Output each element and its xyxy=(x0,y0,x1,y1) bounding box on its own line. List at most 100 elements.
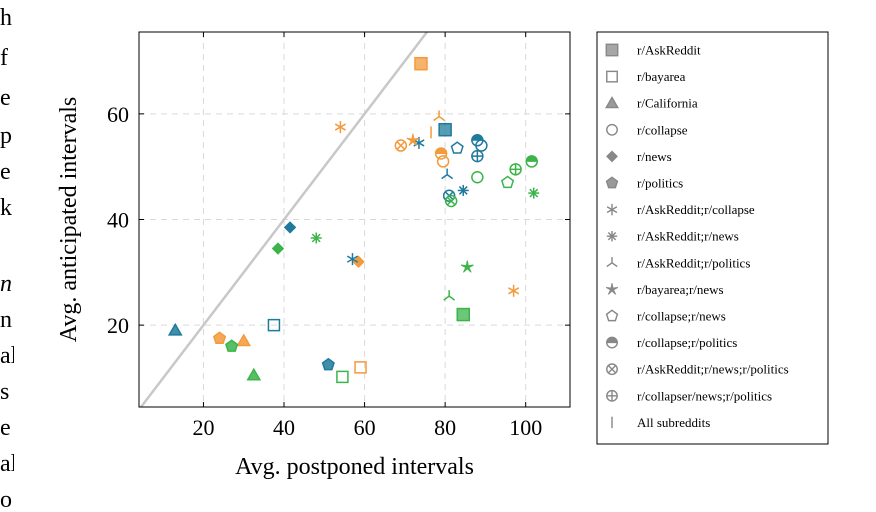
legend-entry: r/news xyxy=(606,149,672,164)
legend-label: r/collapse;r/politics xyxy=(637,335,737,350)
legend-label: r/news xyxy=(637,149,672,164)
legend-marker xyxy=(606,363,618,376)
x-axis-label: Avg. postponed intervals xyxy=(235,454,474,480)
data-point xyxy=(525,155,538,168)
data-point xyxy=(394,139,408,152)
legend-label: r/AskReddit;r/news;r/politics xyxy=(637,362,789,377)
legend-marker xyxy=(605,309,619,322)
data-point xyxy=(334,121,346,134)
side-text-line: e xyxy=(0,159,11,185)
legend-entry: r/AskReddit;r/news xyxy=(606,229,739,244)
legend-label: r/AskReddit xyxy=(637,43,701,58)
legend-entry: r/California xyxy=(605,96,698,111)
legend-label: r/collapser/news;r/politics xyxy=(637,388,772,403)
legend-label: r/AskReddit;r/news xyxy=(637,229,739,244)
legend-entry: r/AskReddit;r/politics xyxy=(606,255,750,270)
data-point xyxy=(271,242,285,255)
data-point xyxy=(508,284,520,297)
data-point xyxy=(444,194,458,208)
legend-marker xyxy=(605,176,619,189)
data-point xyxy=(246,367,262,381)
y-axis-label: Avg. anticipated intervals xyxy=(56,97,82,342)
grid-lines xyxy=(139,32,570,407)
diagonal-reference-line xyxy=(140,31,428,408)
data-point xyxy=(471,170,484,184)
data-point xyxy=(456,307,471,322)
data-point xyxy=(267,318,281,332)
side-text-line: p xyxy=(0,123,12,149)
data-point xyxy=(500,175,515,189)
side-text-line: e xyxy=(0,415,11,441)
data-point xyxy=(460,260,474,273)
legend-entry: All subreddits xyxy=(611,415,710,430)
legend-entry: r/politics xyxy=(605,176,683,191)
legend-label: All subreddits xyxy=(637,415,710,430)
legend-label: r/collapse xyxy=(637,122,688,137)
data-point xyxy=(212,331,227,344)
data-point xyxy=(438,122,452,137)
data-point xyxy=(509,163,522,176)
data-point xyxy=(236,333,252,347)
x-tick-label: 80 xyxy=(434,415,456,440)
data-point xyxy=(471,149,484,163)
data-point xyxy=(167,322,183,336)
legend-entry: r/AskReddit;r/collapse xyxy=(606,202,755,217)
data-point xyxy=(414,56,428,71)
x-tick-label: 20 xyxy=(192,415,214,440)
data-point xyxy=(321,357,335,371)
x-tick-label: 100 xyxy=(509,415,542,440)
data-point xyxy=(283,221,297,234)
y-tick-label: 60 xyxy=(107,102,129,127)
data-point xyxy=(441,168,454,180)
data-point xyxy=(450,141,464,154)
data-point xyxy=(354,361,367,374)
legend-label: r/AskReddit;r/collapse xyxy=(637,202,755,217)
legend-marker xyxy=(606,150,618,163)
side-text-line: k xyxy=(0,195,12,221)
side-text-line: al xyxy=(0,451,14,477)
legend-frame xyxy=(596,31,829,445)
legend-marker xyxy=(605,43,619,57)
data-point xyxy=(436,155,450,168)
cropped-body-text: h f e p e k n n al s e al o xyxy=(0,0,14,512)
data-point xyxy=(225,339,239,352)
data-points xyxy=(167,56,540,384)
side-text-line: o xyxy=(0,487,12,512)
legend-label: r/politics xyxy=(637,176,683,191)
legend-label: r/California xyxy=(637,96,698,111)
legend-marker xyxy=(606,123,618,136)
legend-marker xyxy=(606,389,618,402)
data-point xyxy=(336,370,349,384)
legend-label: r/bayarea xyxy=(637,69,686,84)
side-text-line: s xyxy=(0,379,10,405)
side-text-line: al xyxy=(0,343,14,369)
side-text-line: f xyxy=(0,45,8,71)
legend-marker xyxy=(606,336,618,349)
y-tick-label: 40 xyxy=(107,208,129,233)
legend-label: r/collapse;r/news xyxy=(637,309,726,324)
legend-entry: r/collapser/news;r/politics xyxy=(606,388,772,403)
side-text-line: h xyxy=(0,5,12,31)
legend-marker xyxy=(606,257,618,268)
legend-marker xyxy=(606,203,618,216)
data-point xyxy=(434,147,448,160)
legend-marker xyxy=(605,96,619,109)
data-point xyxy=(457,184,469,196)
data-point xyxy=(528,187,540,199)
data-point xyxy=(406,133,420,146)
legend-entry: r/bayarea xyxy=(606,69,686,84)
legend: r/AskReddit r/bayarea r/California r/collap… xyxy=(596,31,829,445)
data-point xyxy=(433,110,446,122)
x-tick-label: 40 xyxy=(273,415,295,440)
legend-label: r/AskReddit;r/politics xyxy=(637,255,750,270)
legend-marker xyxy=(606,230,618,242)
data-point xyxy=(443,290,456,301)
axis-ticks: 20 40 60 80 100 20 40 60 xyxy=(107,32,570,440)
legend-marker xyxy=(606,70,618,83)
side-text-line: n xyxy=(0,271,12,297)
legend-entry: r/bayarea;r/news xyxy=(605,282,724,297)
data-point xyxy=(310,232,322,244)
side-text-line: n xyxy=(0,307,12,333)
data-point xyxy=(346,253,359,266)
